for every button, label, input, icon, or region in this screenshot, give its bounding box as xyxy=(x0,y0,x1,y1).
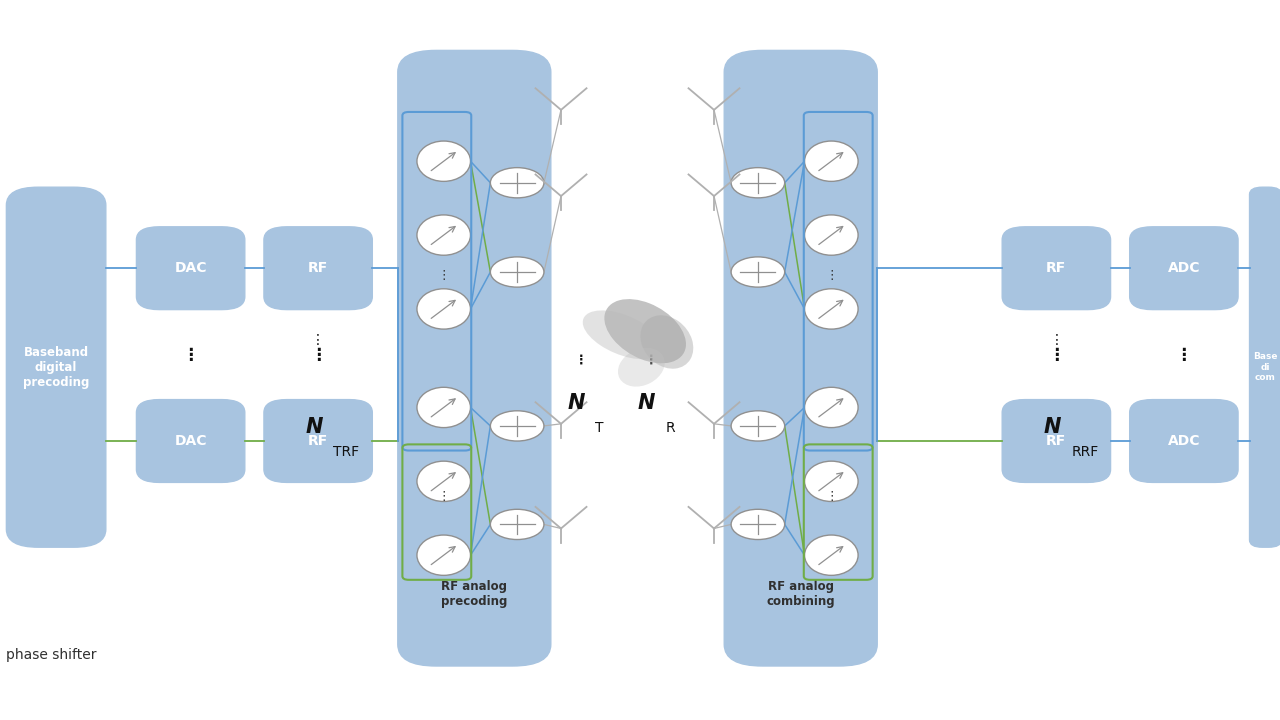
Text: RF analog
combining: RF analog combining xyxy=(767,580,835,608)
Text: ⋮: ⋮ xyxy=(575,354,588,366)
FancyBboxPatch shape xyxy=(1130,400,1238,482)
Text: RRF: RRF xyxy=(1071,445,1100,459)
Text: ⋮: ⋮ xyxy=(438,269,451,282)
Ellipse shape xyxy=(417,387,471,428)
FancyBboxPatch shape xyxy=(264,400,372,482)
Text: Baseband
digital
precoding: Baseband digital precoding xyxy=(23,346,90,389)
Text: N: N xyxy=(637,393,655,413)
Text: Base
di
com: Base di com xyxy=(1253,352,1277,382)
Text: RF: RF xyxy=(1046,261,1066,275)
Ellipse shape xyxy=(582,310,662,359)
Ellipse shape xyxy=(805,141,858,181)
Circle shape xyxy=(490,411,544,441)
Text: N: N xyxy=(1043,417,1061,436)
Text: RF analog
precoding: RF analog precoding xyxy=(442,580,507,608)
Text: RF: RF xyxy=(1046,434,1066,448)
Text: ⋮: ⋮ xyxy=(645,354,658,366)
Text: TRF: TRF xyxy=(333,445,360,459)
FancyBboxPatch shape xyxy=(137,400,244,482)
Text: DAC: DAC xyxy=(174,434,207,448)
Ellipse shape xyxy=(417,462,471,501)
Circle shape xyxy=(490,509,544,539)
Text: ⋮: ⋮ xyxy=(310,346,326,364)
Ellipse shape xyxy=(417,535,471,575)
FancyBboxPatch shape xyxy=(724,50,877,666)
Ellipse shape xyxy=(417,289,471,329)
Text: N: N xyxy=(306,417,323,436)
Text: ⋮: ⋮ xyxy=(1050,333,1064,347)
Ellipse shape xyxy=(805,535,858,575)
FancyBboxPatch shape xyxy=(264,227,372,310)
Text: ADC: ADC xyxy=(1167,261,1201,275)
FancyBboxPatch shape xyxy=(1249,187,1280,547)
Ellipse shape xyxy=(805,289,858,329)
Circle shape xyxy=(490,257,544,287)
Text: ⋮: ⋮ xyxy=(1175,346,1192,364)
Circle shape xyxy=(490,168,544,198)
Text: RF: RF xyxy=(308,261,328,275)
Text: ⋮: ⋮ xyxy=(311,333,325,347)
FancyBboxPatch shape xyxy=(1130,227,1238,310)
Text: T: T xyxy=(595,421,604,436)
Text: RF: RF xyxy=(308,434,328,448)
FancyBboxPatch shape xyxy=(6,187,106,547)
Circle shape xyxy=(731,509,785,539)
FancyBboxPatch shape xyxy=(1002,400,1111,482)
Text: ADC: ADC xyxy=(1167,434,1201,448)
Ellipse shape xyxy=(805,462,858,501)
FancyBboxPatch shape xyxy=(137,227,244,310)
FancyBboxPatch shape xyxy=(1002,227,1111,310)
Circle shape xyxy=(731,168,785,198)
Ellipse shape xyxy=(640,315,694,369)
Text: R: R xyxy=(666,421,675,436)
Text: phase shifter: phase shifter xyxy=(6,648,97,662)
Ellipse shape xyxy=(805,215,858,256)
Text: DAC: DAC xyxy=(174,261,207,275)
Text: ⋮: ⋮ xyxy=(182,346,198,364)
Text: ⋮: ⋮ xyxy=(438,490,451,503)
Circle shape xyxy=(731,411,785,441)
Text: ⋮: ⋮ xyxy=(1048,346,1065,364)
Ellipse shape xyxy=(805,387,858,428)
Text: N: N xyxy=(567,393,585,413)
Text: ⋮: ⋮ xyxy=(826,269,837,282)
Ellipse shape xyxy=(417,215,471,256)
Circle shape xyxy=(731,257,785,287)
Ellipse shape xyxy=(417,141,471,181)
Text: ⋮: ⋮ xyxy=(826,490,837,503)
FancyBboxPatch shape xyxy=(398,50,550,666)
Ellipse shape xyxy=(604,299,686,364)
Ellipse shape xyxy=(618,348,664,387)
